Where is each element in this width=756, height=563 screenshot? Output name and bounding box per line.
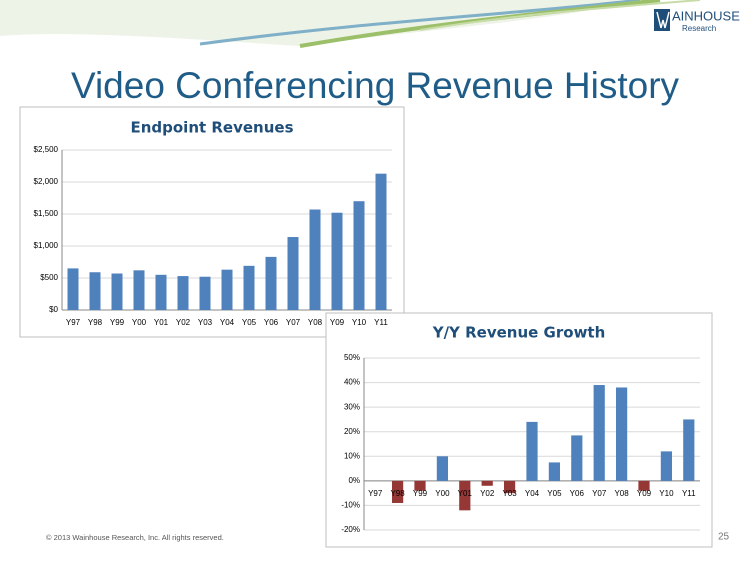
x-tick-label: Y98 (390, 489, 405, 498)
x-tick-label: Y08 (308, 318, 323, 327)
logo: AINHOUSE Research (654, 8, 740, 33)
logo-subtext: Research (682, 24, 716, 33)
y-tick-label: $2,000 (34, 177, 59, 186)
y-tick-label: $500 (40, 273, 58, 282)
x-tick-label: Y10 (352, 318, 367, 327)
bar (375, 173, 387, 310)
x-tick-label: Y03 (198, 318, 213, 327)
bar (459, 480, 471, 511)
bar (221, 269, 233, 310)
x-tick-label: Y06 (264, 318, 279, 327)
bar (548, 462, 560, 481)
bar (155, 274, 167, 310)
x-tick-label: Y99 (413, 489, 428, 498)
y-tick-label: $1,000 (34, 241, 59, 250)
y-tick-label: -20% (341, 525, 360, 534)
y-tick-label: 40% (344, 378, 360, 387)
x-tick-label: Y05 (242, 318, 257, 327)
x-tick-label: Y02 (480, 489, 495, 498)
bar (133, 270, 145, 310)
bar (504, 480, 516, 494)
x-tick-label: Y06 (570, 489, 585, 498)
bar (111, 273, 123, 310)
bar (309, 209, 321, 310)
x-tick-label: Y11 (374, 318, 388, 327)
swoosh (0, 0, 640, 46)
bar (683, 419, 695, 481)
logo-mark (656, 11, 670, 29)
x-tick-label: Y07 (592, 489, 607, 498)
x-tick-label: Y09 (330, 318, 345, 327)
bar (392, 480, 404, 503)
y-tick-label: 30% (344, 402, 360, 411)
x-tick-label: Y08 (614, 489, 629, 498)
chart-title: Endpoint Revenues (130, 119, 293, 137)
x-tick-label: Y99 (110, 318, 125, 327)
y-tick-label: -10% (341, 501, 360, 510)
bar (199, 276, 211, 310)
logo-text: AINHOUSE (672, 8, 740, 23)
y-tick-label: 20% (344, 427, 360, 436)
bar (265, 256, 277, 310)
chart-frame (325, 312, 713, 548)
bar (89, 272, 101, 310)
y-tick-label: 0% (348, 476, 360, 485)
x-tick-label: Y00 (435, 489, 450, 498)
bar (287, 237, 299, 310)
bar (177, 276, 189, 310)
bar (660, 451, 672, 481)
x-tick-label: Y03 (502, 489, 517, 498)
bar (571, 435, 583, 481)
x-tick-label: Y00 (132, 318, 147, 327)
bar (481, 480, 493, 486)
bar (243, 265, 255, 310)
y-tick-label: $2,500 (34, 145, 59, 154)
y-tick-label: $0 (49, 305, 58, 314)
y-tick-label: 10% (344, 451, 360, 460)
x-tick-label: Y04 (525, 489, 540, 498)
x-tick-label: Y98 (88, 318, 103, 327)
x-tick-label: Y97 (368, 489, 383, 498)
x-tick-label: Y04 (220, 318, 235, 327)
swoosh (419, 0, 701, 31)
x-tick-label: Y09 (637, 489, 652, 498)
bar (67, 268, 79, 310)
x-tick-label: Y07 (286, 318, 301, 327)
bar (593, 385, 605, 481)
x-tick-label: Y02 (176, 318, 191, 327)
swoosh (199, 0, 641, 46)
y-tick-label: $1,500 (34, 209, 59, 218)
bar (331, 212, 343, 310)
x-tick-label: Y11 (682, 489, 696, 498)
bar (436, 456, 448, 481)
footer: © 2013 Wainhouse Research, Inc. All righ… (46, 533, 224, 542)
x-tick-label: Y01 (154, 318, 169, 327)
x-tick-label: Y97 (66, 318, 81, 327)
y-tick-label: 50% (344, 353, 360, 362)
bar (526, 421, 538, 481)
slide-title: Video Conferencing Revenue History (71, 65, 680, 106)
chart-title: Y/Y Revenue Growth (432, 324, 606, 342)
bar (414, 480, 426, 491)
page-number: 25 (718, 532, 730, 543)
x-tick-label: Y01 (458, 489, 473, 498)
bar (616, 387, 628, 481)
header-decoration (0, 0, 701, 48)
x-tick-label: Y10 (659, 489, 674, 498)
bar (638, 480, 650, 491)
x-tick-label: Y05 (547, 489, 562, 498)
bar (353, 201, 365, 310)
